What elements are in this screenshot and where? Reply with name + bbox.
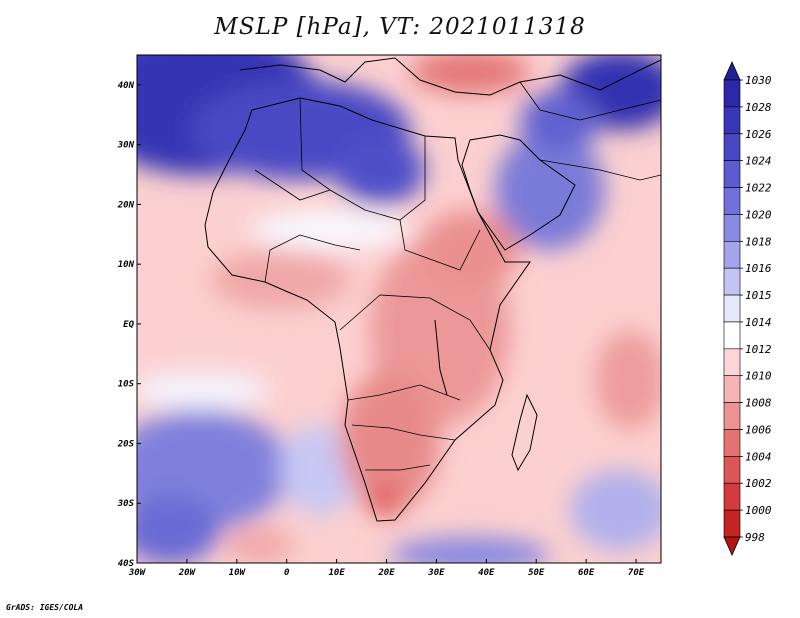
y-tick-label: 10S xyxy=(118,380,135,390)
credit-text: GrADS: IGES/COLA xyxy=(6,603,84,612)
colorbar-segment xyxy=(723,429,741,457)
x-tick-label: 20W xyxy=(178,568,197,578)
colorbar-segment xyxy=(723,321,741,350)
colorbar-label: 1024 xyxy=(745,155,772,168)
colorbar-label: 1014 xyxy=(745,316,772,329)
colorbar-label: 1010 xyxy=(745,370,772,383)
colorbar-bottom-arrow xyxy=(723,536,741,556)
colorbar: 1030 1028 1026 1024 1022 1020 1018 1016 1015 1014… xyxy=(723,61,772,556)
y-tick-label: EQ xyxy=(123,320,134,330)
colorbar-label: 1004 xyxy=(745,450,772,463)
x-tick-label: 30W xyxy=(128,568,147,578)
colorbar-top-arrow xyxy=(723,61,741,81)
x-axis: 30W 20W 10W 0 10E 20E 30E 40E 50E 60E 70E xyxy=(128,559,645,578)
colorbar-label: 1026 xyxy=(745,128,772,141)
colorbar-segment xyxy=(723,106,741,135)
colorbar-label: 1000 xyxy=(745,504,772,517)
colorbar-label: 1022 xyxy=(745,182,772,195)
colorbar-segment xyxy=(723,348,741,377)
colorbar-label: 1008 xyxy=(745,397,772,410)
y-tick-label: 20N xyxy=(117,200,135,210)
plot-frame xyxy=(136,54,662,564)
colorbar-segment xyxy=(723,160,741,188)
colorbar-segment xyxy=(723,402,741,430)
x-tick-label: 10E xyxy=(328,568,345,578)
y-tick-label: 40S xyxy=(118,559,135,569)
pressure-field xyxy=(137,55,661,563)
colorbar-segment xyxy=(723,240,741,269)
x-tick-label: 20E xyxy=(377,568,395,578)
colorbar-label: 1020 xyxy=(745,208,772,221)
colorbar-segment xyxy=(723,294,741,323)
y-tick-label: 30S xyxy=(117,499,135,509)
y-tick-label: 20S xyxy=(117,439,135,449)
colorbar-segment xyxy=(723,187,741,215)
colorbar-label: 1012 xyxy=(745,343,772,356)
y-tick-label: 30N xyxy=(117,141,135,151)
colorbar-segment xyxy=(723,509,741,538)
colorbar-label: 1006 xyxy=(745,423,772,436)
colorbar-segment xyxy=(723,482,741,511)
colorbar-label: 1018 xyxy=(745,235,772,248)
x-tick-label: 40E xyxy=(478,568,495,578)
colorbar-label: 1028 xyxy=(745,101,772,114)
y-axis: 40N 30N 20N 10N EQ 10S 20S 30S 40S xyxy=(117,81,141,569)
colorbar-segment xyxy=(723,267,741,296)
x-tick-label: 60E xyxy=(578,568,595,578)
x-tick-label: 10W xyxy=(229,568,247,578)
chart-title: MSLP [hPa], VT: 2021011318 xyxy=(214,14,586,40)
x-tick-label: 30E xyxy=(427,568,445,578)
colorbar-segment xyxy=(723,214,741,242)
colorbar-segment xyxy=(723,79,741,108)
y-tick-label: 10N xyxy=(118,260,135,270)
x-tick-label: 70E xyxy=(628,568,645,578)
colorbar-segment xyxy=(723,133,741,161)
colorbar-segment xyxy=(723,456,741,484)
colorbar-label: 1016 xyxy=(745,262,772,275)
colorbar-label: 1015 xyxy=(745,289,772,302)
colorbar-label: 1002 xyxy=(745,477,772,490)
colorbar-label: 998 xyxy=(745,531,765,544)
x-tick-label: 0 xyxy=(284,568,290,578)
x-tick-label: 50E xyxy=(528,568,545,578)
colorbar-label: 1030 xyxy=(745,74,772,87)
colorbar-segment xyxy=(723,375,741,403)
y-tick-label: 40N xyxy=(118,81,135,91)
